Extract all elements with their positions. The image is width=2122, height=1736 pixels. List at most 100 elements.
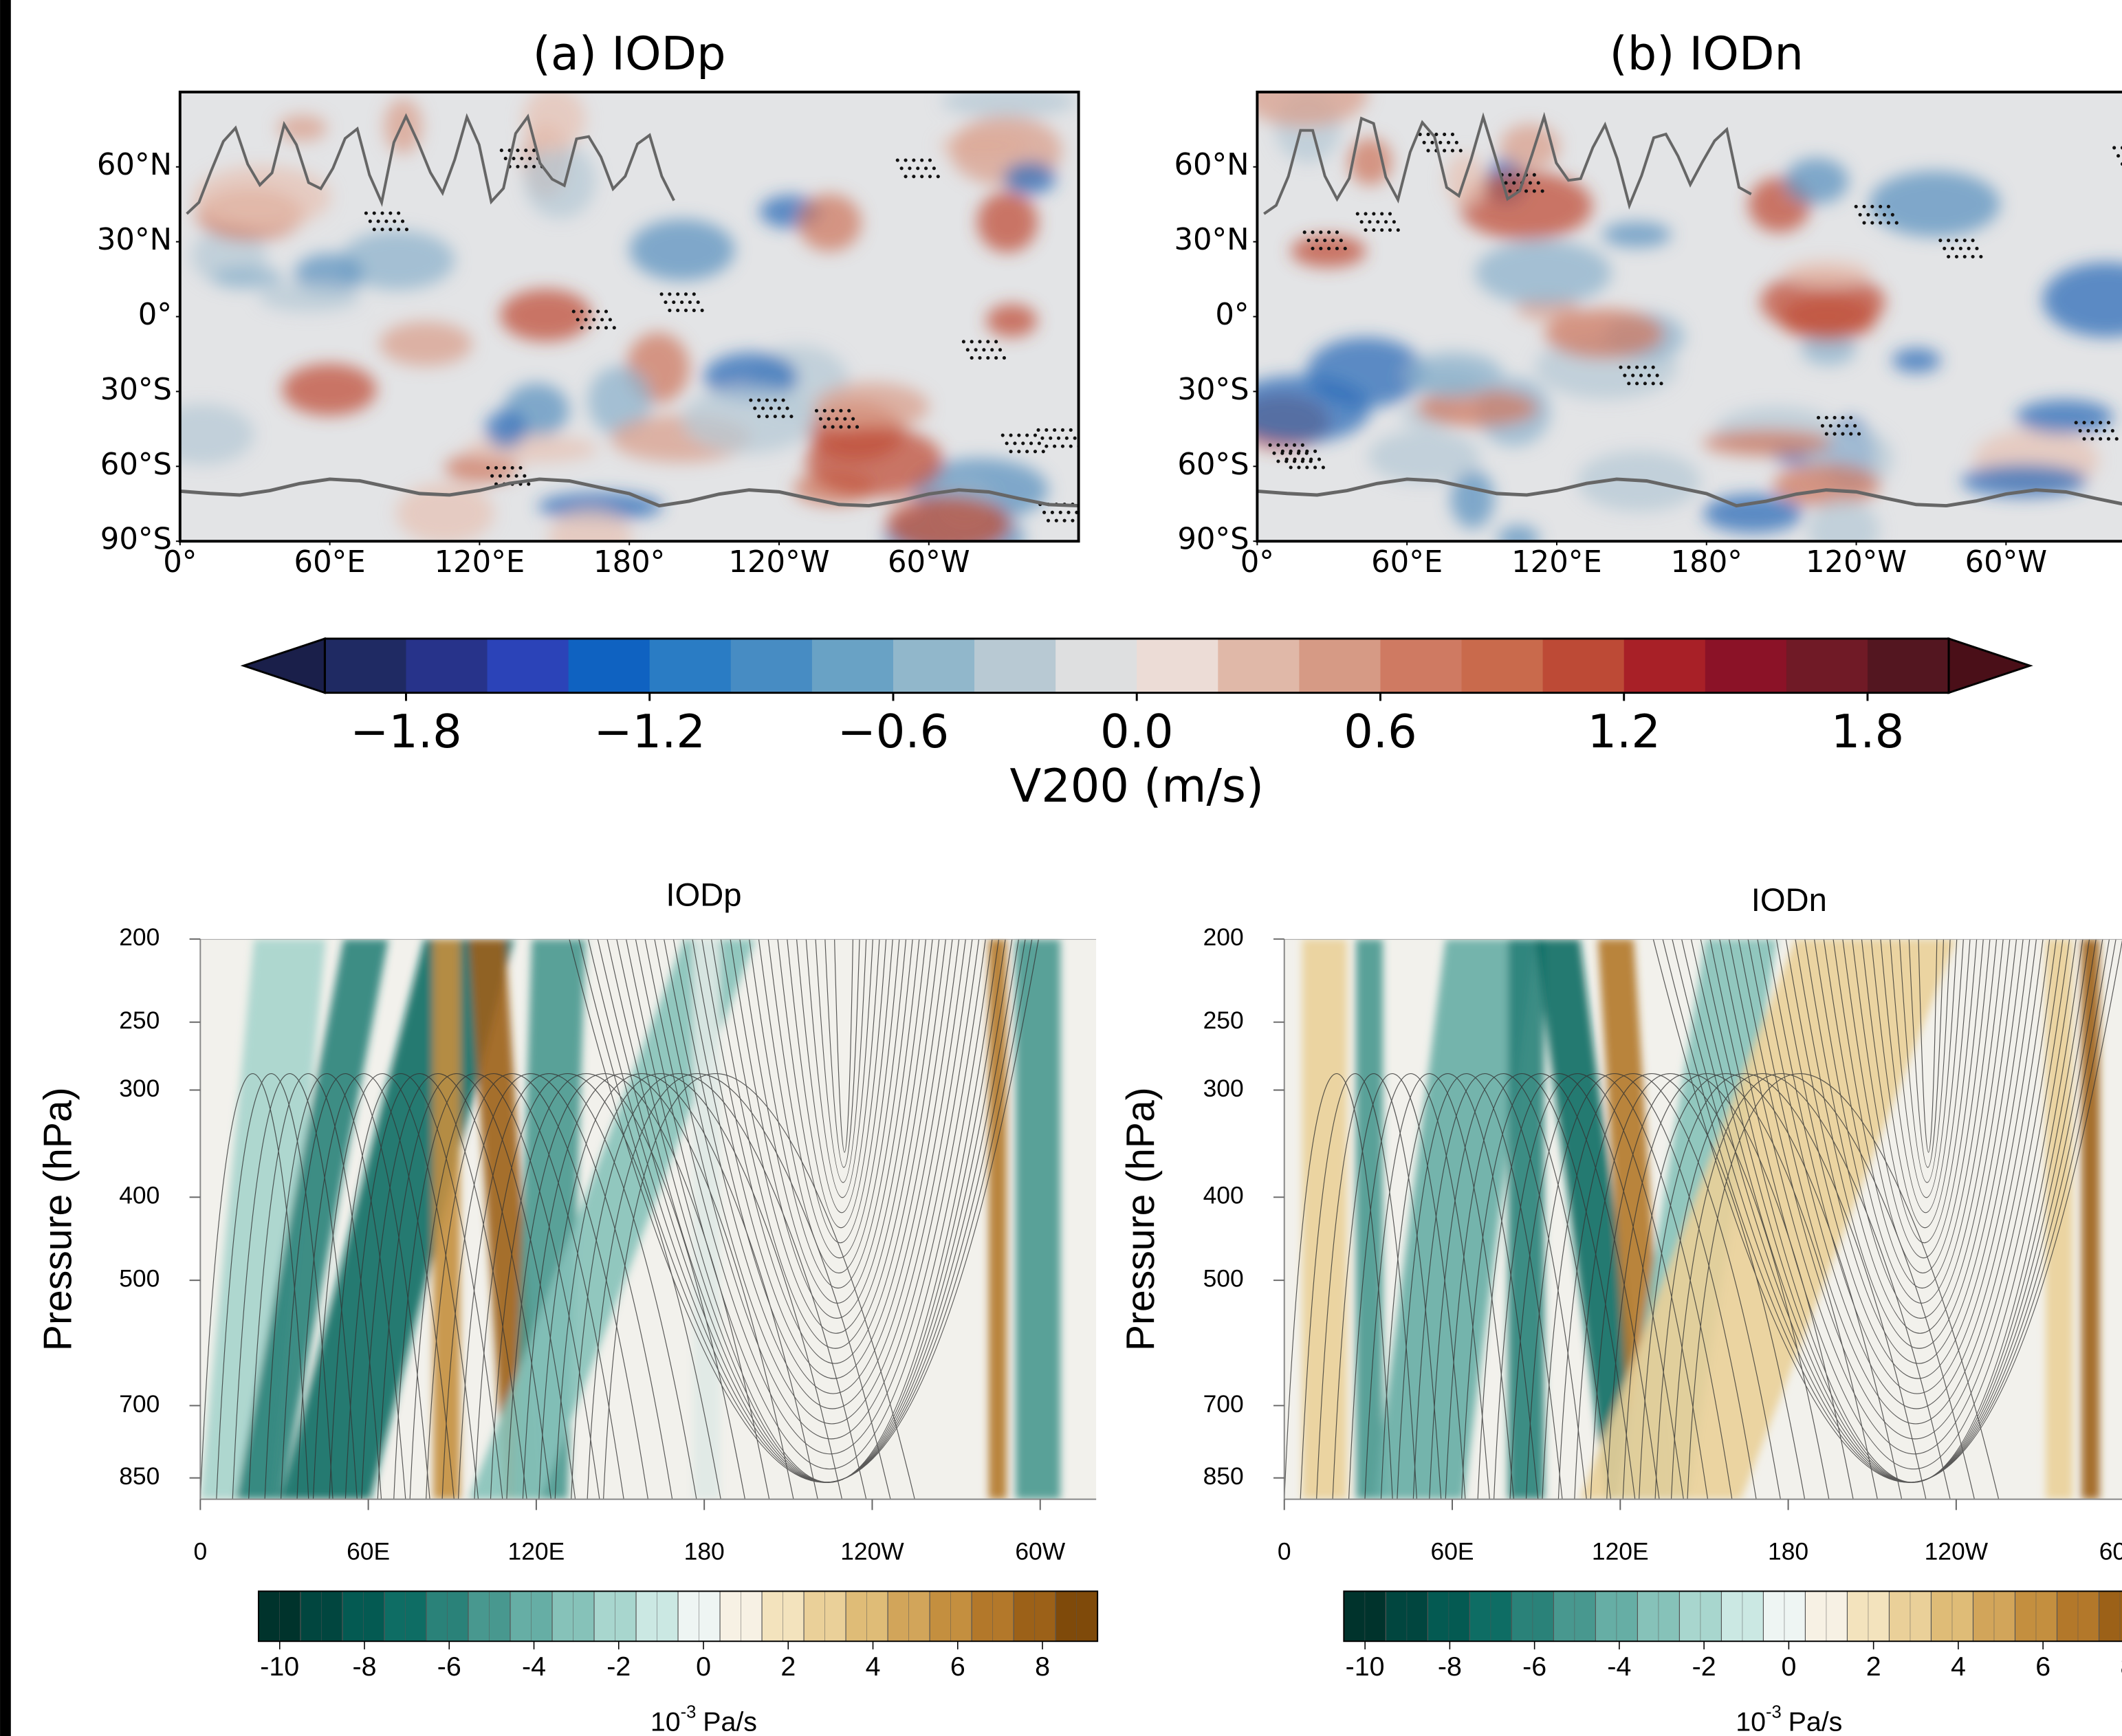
- omega-band: [988, 938, 1007, 1499]
- stipple-dot: [1458, 149, 1463, 153]
- anomaly-blob: [1416, 388, 1538, 427]
- colorbar-cell: [649, 638, 732, 693]
- stipple-dot: [1064, 436, 1069, 440]
- x-tick-label: 60°E: [1371, 545, 1443, 580]
- stipple-dot: [1025, 433, 1029, 437]
- stipple-dot: [928, 158, 932, 162]
- anomaly-blob: [587, 366, 652, 436]
- stipple-dot: [749, 398, 753, 402]
- stipple-dot: [978, 356, 982, 360]
- stipple-dot: [986, 340, 990, 344]
- colorbar-tick-label: -8: [1438, 1651, 1462, 1682]
- stipple-dot: [1062, 518, 1067, 523]
- stipple-dot: [380, 211, 384, 215]
- streamline: [1852, 938, 1984, 1258]
- streamline: [280, 1073, 430, 1499]
- stipple-dot: [1651, 382, 1655, 386]
- stipple-dot: [2120, 146, 2122, 150]
- stipple-dot: [389, 211, 393, 215]
- stipple-dot: [847, 425, 851, 429]
- y-tick-label: 60°S: [1177, 448, 1249, 482]
- anomaly-blob: [1450, 469, 1495, 529]
- stipple-dot: [1284, 459, 1289, 463]
- stipple-dot: [1528, 181, 1532, 185]
- stipple-dot: [1042, 510, 1047, 514]
- stipple-dot: [1659, 382, 1663, 386]
- stipple-dot: [757, 398, 761, 402]
- stipple-dot: [512, 156, 516, 161]
- anomaly-field: [179, 91, 1077, 542]
- stipple-dot: [1857, 432, 1861, 436]
- stipple-dot: [1854, 204, 1858, 209]
- anomaly-blob: [629, 219, 735, 281]
- stipple-dot: [1284, 443, 1289, 447]
- anomaly-blob: [886, 495, 1011, 542]
- stipple-dot: [532, 149, 536, 153]
- x-tick-label: 60W: [1015, 1538, 1065, 1565]
- anomaly-blob: [941, 91, 1077, 118]
- colorbar-tick-label: 4: [1951, 1651, 1966, 1682]
- stipple-dot: [961, 340, 965, 344]
- stipple-dot: [1512, 181, 1516, 185]
- stipple-dot: [1450, 132, 1454, 137]
- y-tick-label: 250: [1203, 1007, 1244, 1034]
- colorbar-tick-label: 6: [2035, 1651, 2050, 1682]
- stipple-dot: [785, 406, 789, 410]
- anomaly-blob: [379, 321, 472, 366]
- stipple-dot: [1069, 428, 1073, 432]
- x-tick-label: 60°W: [1965, 545, 2048, 580]
- stipple-dot: [1060, 428, 1065, 432]
- stipple-dot: [814, 408, 819, 413]
- stipple-dot: [700, 308, 704, 312]
- x-tick-label: 0: [193, 1538, 207, 1565]
- streamline: [1654, 1073, 1951, 1499]
- stipple-dot: [1816, 415, 1821, 420]
- stipple-dot: [2116, 154, 2121, 158]
- stipple-dot: [1450, 149, 1454, 153]
- stipple-dot: [831, 425, 835, 429]
- streamline: [1348, 1073, 1490, 1499]
- stipple-dot: [1886, 204, 1890, 209]
- stipple-dot: [1033, 433, 1038, 437]
- anomaly-blob: [1497, 525, 1540, 542]
- x-tick-label: 180: [1768, 1538, 1808, 1565]
- colorbar-frame: [1343, 1590, 2122, 1642]
- stipple-dot: [1306, 239, 1311, 243]
- y-tick-label: 30°S: [1177, 373, 1249, 407]
- stipple-dot: [2090, 421, 2094, 425]
- stipple-dot: [516, 164, 520, 168]
- stipple-dot: [1870, 204, 1874, 209]
- stipple-dot: [1053, 428, 1057, 432]
- stipple-dot: [659, 292, 664, 296]
- streamline: [805, 938, 873, 1198]
- streamline: [1795, 938, 2024, 1349]
- stipple-dot: [1627, 382, 1631, 386]
- streamline: [739, 938, 920, 1304]
- streamline: [1813, 938, 2011, 1319]
- anomaly-blob: [193, 165, 331, 230]
- unit-exponent: -3: [1766, 1702, 1782, 1722]
- y-tick-label: 300: [1203, 1075, 1244, 1102]
- stipple-dot: [2114, 437, 2119, 441]
- streamline: [344, 1073, 527, 1499]
- stipple-dot: [1853, 424, 1857, 428]
- stipple-dot: [1446, 140, 1451, 144]
- stipple-dot: [1938, 239, 1943, 243]
- stipple-dot: [1627, 365, 1631, 369]
- x-tick-label: 180°: [593, 545, 665, 580]
- anomaly-blob: [1544, 309, 1664, 359]
- streamline: [1687, 1073, 2000, 1499]
- streamline: [1477, 1073, 1684, 1499]
- streamline: [1639, 1073, 1927, 1499]
- stipple-dot: [2086, 428, 2090, 433]
- anomaly-blob: [277, 115, 327, 142]
- stipple-dot: [2106, 437, 2110, 441]
- colorbar-cell: [1867, 638, 1949, 693]
- streamline: [1590, 1073, 1854, 1499]
- plot-area: [179, 91, 1079, 542]
- stipple-dot: [1954, 239, 1959, 243]
- omega-band: [1302, 938, 1347, 1499]
- colorbar-cell: [406, 638, 488, 693]
- x-tick-label: 120W: [1925, 1538, 1989, 1565]
